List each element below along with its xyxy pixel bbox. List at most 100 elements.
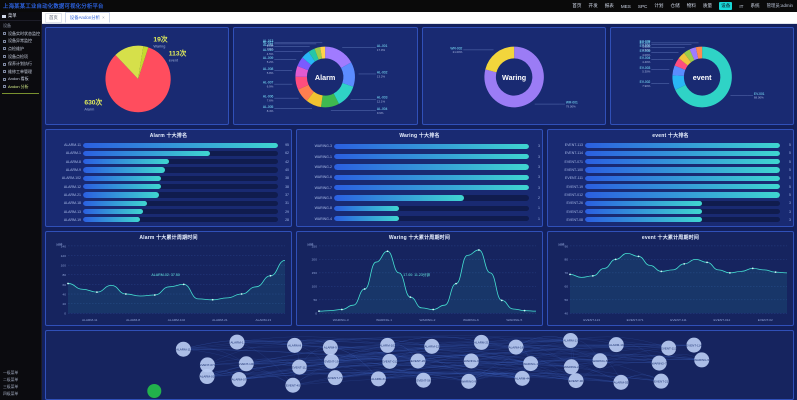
graph-edge: [468, 340, 571, 382]
graph-node[interactable]: [380, 337, 396, 353]
sidebar-item-6[interactable]: Andon 看板: [2, 76, 39, 84]
graph-node[interactable]: [613, 374, 629, 390]
bar-row: ALARM-11 95: [48, 142, 289, 149]
graph-node[interactable]: [661, 340, 677, 356]
graph-node[interactable]: [175, 341, 191, 357]
tab-andon-analysis[interactable]: 设备Andon分析 ×: [64, 12, 110, 23]
sidebar-item-4[interactable]: 保养计划执行: [2, 60, 39, 68]
topnav-item-3[interactable]: MES: [620, 3, 631, 9]
graph-node[interactable]: [424, 338, 440, 354]
graph-node[interactable]: [199, 357, 215, 373]
bar-track: [83, 192, 278, 198]
graph-node[interactable]: [231, 371, 247, 387]
graph-node[interactable]: [592, 353, 608, 369]
bar-row: EVENT-113 5: [550, 142, 791, 149]
graph-edge: [335, 372, 469, 382]
topnav-item-5[interactable]: 计划: [654, 3, 664, 8]
graph-node[interactable]: [238, 356, 254, 372]
sidebar-item-0[interactable]: 设备实时状态监控: [2, 30, 40, 38]
menu-icon[interactable]: [2, 14, 6, 18]
sidebar-item-5[interactable]: 维修工单管理: [2, 68, 39, 76]
bar-value: 5: [789, 159, 791, 164]
graph-node-label: ALARM-102: [379, 344, 396, 348]
topnav-item-8[interactable]: 质量: [702, 3, 713, 8]
sidebar-footer-item-0[interactable]: 一级菜单: [3, 371, 19, 375]
tab-close-icon[interactable]: ×: [102, 14, 105, 20]
topnav-item-11[interactable]: 系统: [750, 3, 760, 8]
graph-node[interactable]: [382, 353, 398, 369]
graph-node-label: EVENT-071: [200, 363, 216, 367]
graph-edge: [331, 354, 419, 362]
sidebar-footer-item-2[interactable]: 三级菜单: [3, 385, 19, 389]
topnav-item-2[interactable]: 报表: [604, 3, 614, 8]
topnav-item-6[interactable]: 仓储: [670, 3, 680, 8]
graph-node[interactable]: [686, 337, 702, 353]
graph-node[interactable]: [651, 355, 667, 371]
bar-row: WARING-3 3: [299, 143, 540, 150]
topnav-item-7[interactable]: 物料: [686, 3, 696, 8]
x-axis-tick: EVENT-111: [670, 318, 687, 322]
bar-label: ALARM-8: [65, 159, 81, 164]
donut-label-name-0: EV-001: [754, 92, 765, 96]
topnav-item-4[interactable]: SPC: [637, 3, 648, 9]
graph-node[interactable]: [694, 352, 710, 368]
bar-track: [585, 167, 780, 173]
graph-node[interactable]: [410, 353, 426, 369]
sidebar-item-7[interactable]: Andon 分析: [2, 83, 39, 91]
graph-node[interactable]: [463, 353, 479, 369]
graph-node[interactable]: [287, 337, 303, 353]
donut-label-value-3: 4.40%: [642, 60, 651, 64]
sidebar-item-1[interactable]: 设备异常监控: [2, 38, 39, 46]
graph-node[interactable]: [291, 359, 307, 375]
bar-track: [334, 216, 529, 222]
tab-label: 设备Andon分析: [69, 14, 101, 20]
graph-node[interactable]: [508, 339, 524, 355]
home-button[interactable]: 首页: [45, 12, 62, 23]
donut-label-name-8: AL-009: [263, 56, 274, 60]
graph-node[interactable]: [322, 340, 338, 356]
graph-node[interactable]: [415, 372, 432, 388]
graph-node[interactable]: [229, 334, 245, 350]
sidebar-footer-item-3[interactable]: 四级菜单: [3, 392, 19, 396]
graph-node[interactable]: [323, 353, 339, 369]
donut-label-value-7: 3.40%: [642, 43, 651, 47]
graph-edge: [292, 345, 388, 386]
graph-node-label: ALARM-55: [614, 381, 629, 385]
graph-node[interactable]: [461, 373, 477, 389]
graph-node[interactable]: [563, 359, 579, 375]
bar-label: WARING-4: [314, 216, 332, 221]
sidebar-menu[interactable]: 设备实时状态监控 设备异常监控 点检维护 设备点检项 保养计划执行 维修工单管理 Andon…: [0, 30, 41, 91]
graph-node[interactable]: [473, 334, 489, 350]
topnav-item-9[interactable]: 设备: [719, 2, 733, 10]
graph-node-label: ALARM-1: [231, 340, 244, 344]
sidebar-item-label: Andon 看板: [8, 76, 29, 82]
sidebar-item-3[interactable]: 设备点检项: [2, 53, 39, 61]
graph-node[interactable]: [285, 377, 301, 393]
sidebar-header[interactable]: 菜单: [0, 12, 41, 21]
sidebar-item-2[interactable]: 点检维护: [2, 45, 39, 53]
top-navigation[interactable]: 首页 开发 报表 MES SPC 计划 仓储 物料 质量 设备 IT 系统 管理员:admin: [572, 2, 797, 10]
donut-label-value-12: 2.7%: [267, 43, 274, 47]
graph-node[interactable]: [523, 356, 539, 372]
sidebar-item-label: 设备点检项: [8, 53, 28, 59]
graph-node[interactable]: [608, 337, 624, 353]
topnav-item-1[interactable]: 开发: [588, 3, 598, 8]
donut-label-value-1: 7.90%: [642, 84, 651, 88]
graph-node[interactable]: [514, 370, 530, 386]
sidebar-footer-item-1[interactable]: 二级菜单: [3, 378, 19, 382]
topnav-item-10[interactable]: IT: [739, 3, 744, 9]
graph-node[interactable]: [563, 333, 579, 349]
line-annotation: 17.00: 11.23分钟: [403, 272, 430, 277]
graph-node[interactable]: [327, 370, 343, 386]
bar-label: WARING-3: [314, 144, 332, 149]
tab-bar[interactable]: 首页 设备Andon分析 ×: [42, 12, 797, 24]
topnav-item-0[interactable]: 首页: [572, 3, 582, 8]
graph-node-root[interactable]: [147, 384, 162, 398]
graph-node[interactable]: [199, 369, 215, 385]
graph-node[interactable]: [370, 371, 386, 387]
graph-node[interactable]: [568, 373, 584, 389]
bar-row: ALARM-21 37: [48, 192, 289, 199]
graph-node[interactable]: [653, 373, 669, 389]
graph-node-label: EVENT-26: [411, 359, 426, 363]
bar-row: WARING-7 3: [299, 184, 540, 191]
